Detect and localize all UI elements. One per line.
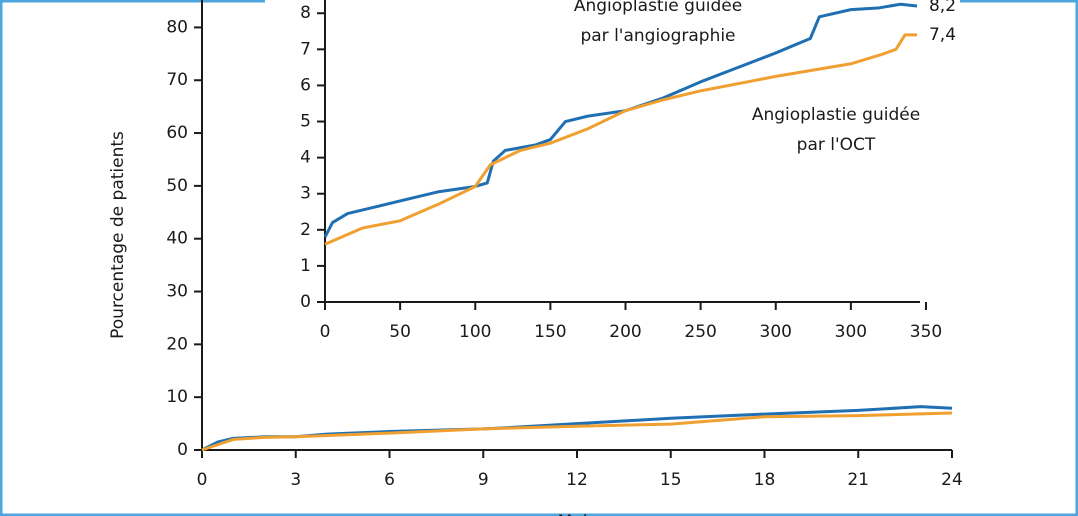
x-tick-label: 50	[389, 322, 411, 342]
y-tick-label: 2	[300, 220, 311, 240]
y-tick-label: 30	[166, 282, 188, 302]
x-tick-label: 6	[384, 470, 395, 490]
x-tick-label: 24	[941, 470, 963, 490]
y-tick-label: 80	[166, 17, 188, 37]
y-axis-label: Pourcentage de patients	[108, 131, 128, 339]
x-tick-label: 250	[684, 322, 716, 342]
y-tick-label: 10	[166, 387, 188, 407]
annotation: Angioplastie guidée	[752, 105, 920, 125]
annotation: par l'OCT	[797, 135, 876, 155]
y-tick-label: 20	[166, 334, 188, 354]
x-tick-label: 0	[197, 470, 208, 490]
x-tick-label: 21	[847, 470, 869, 490]
y-tick-label: 40	[166, 229, 188, 249]
x-tick-label: 12	[566, 470, 588, 490]
x-tick-label: 9	[478, 470, 489, 490]
value-label: 7,4	[929, 25, 956, 45]
x-tick-label: 100	[459, 322, 491, 342]
y-tick-label: 1	[300, 256, 311, 276]
x-tick-label: 18	[754, 470, 776, 490]
x-tick-label: 3	[290, 470, 301, 490]
annotation: Angioplastie guidée	[574, 0, 742, 16]
y-tick-label: 7	[300, 39, 311, 59]
y-tick-label: 4	[300, 148, 311, 168]
x-tick-label: 15	[660, 470, 682, 490]
x-tick-label: 300	[835, 322, 867, 342]
y-tick-label: 0	[177, 440, 188, 460]
y-tick-label: 60	[166, 123, 188, 143]
value-label: 8,2	[929, 0, 956, 16]
x-tick-label: 150	[534, 322, 566, 342]
y-tick-label: 50	[166, 176, 188, 196]
series-line	[323, 2, 918, 238]
y-tick-label: 70	[166, 70, 188, 90]
x-tick-label: 200	[609, 322, 641, 342]
x-tick-label: 0	[320, 322, 331, 342]
x-axis-label: Mois	[558, 512, 597, 516]
y-tick-label: 6	[300, 75, 311, 95]
annotation: par l'angiographie	[580, 26, 735, 46]
x-tick-label: 300	[760, 322, 792, 342]
series-line	[201, 411, 953, 452]
series-line	[324, 33, 917, 246]
inset-background	[265, 0, 960, 352]
x-tick-label: 350	[910, 322, 942, 342]
y-tick-label: 8	[300, 3, 311, 23]
y-tick-label: 5	[300, 112, 311, 132]
y-tick-label: 0	[300, 292, 311, 312]
y-tick-label: 3	[300, 184, 311, 204]
